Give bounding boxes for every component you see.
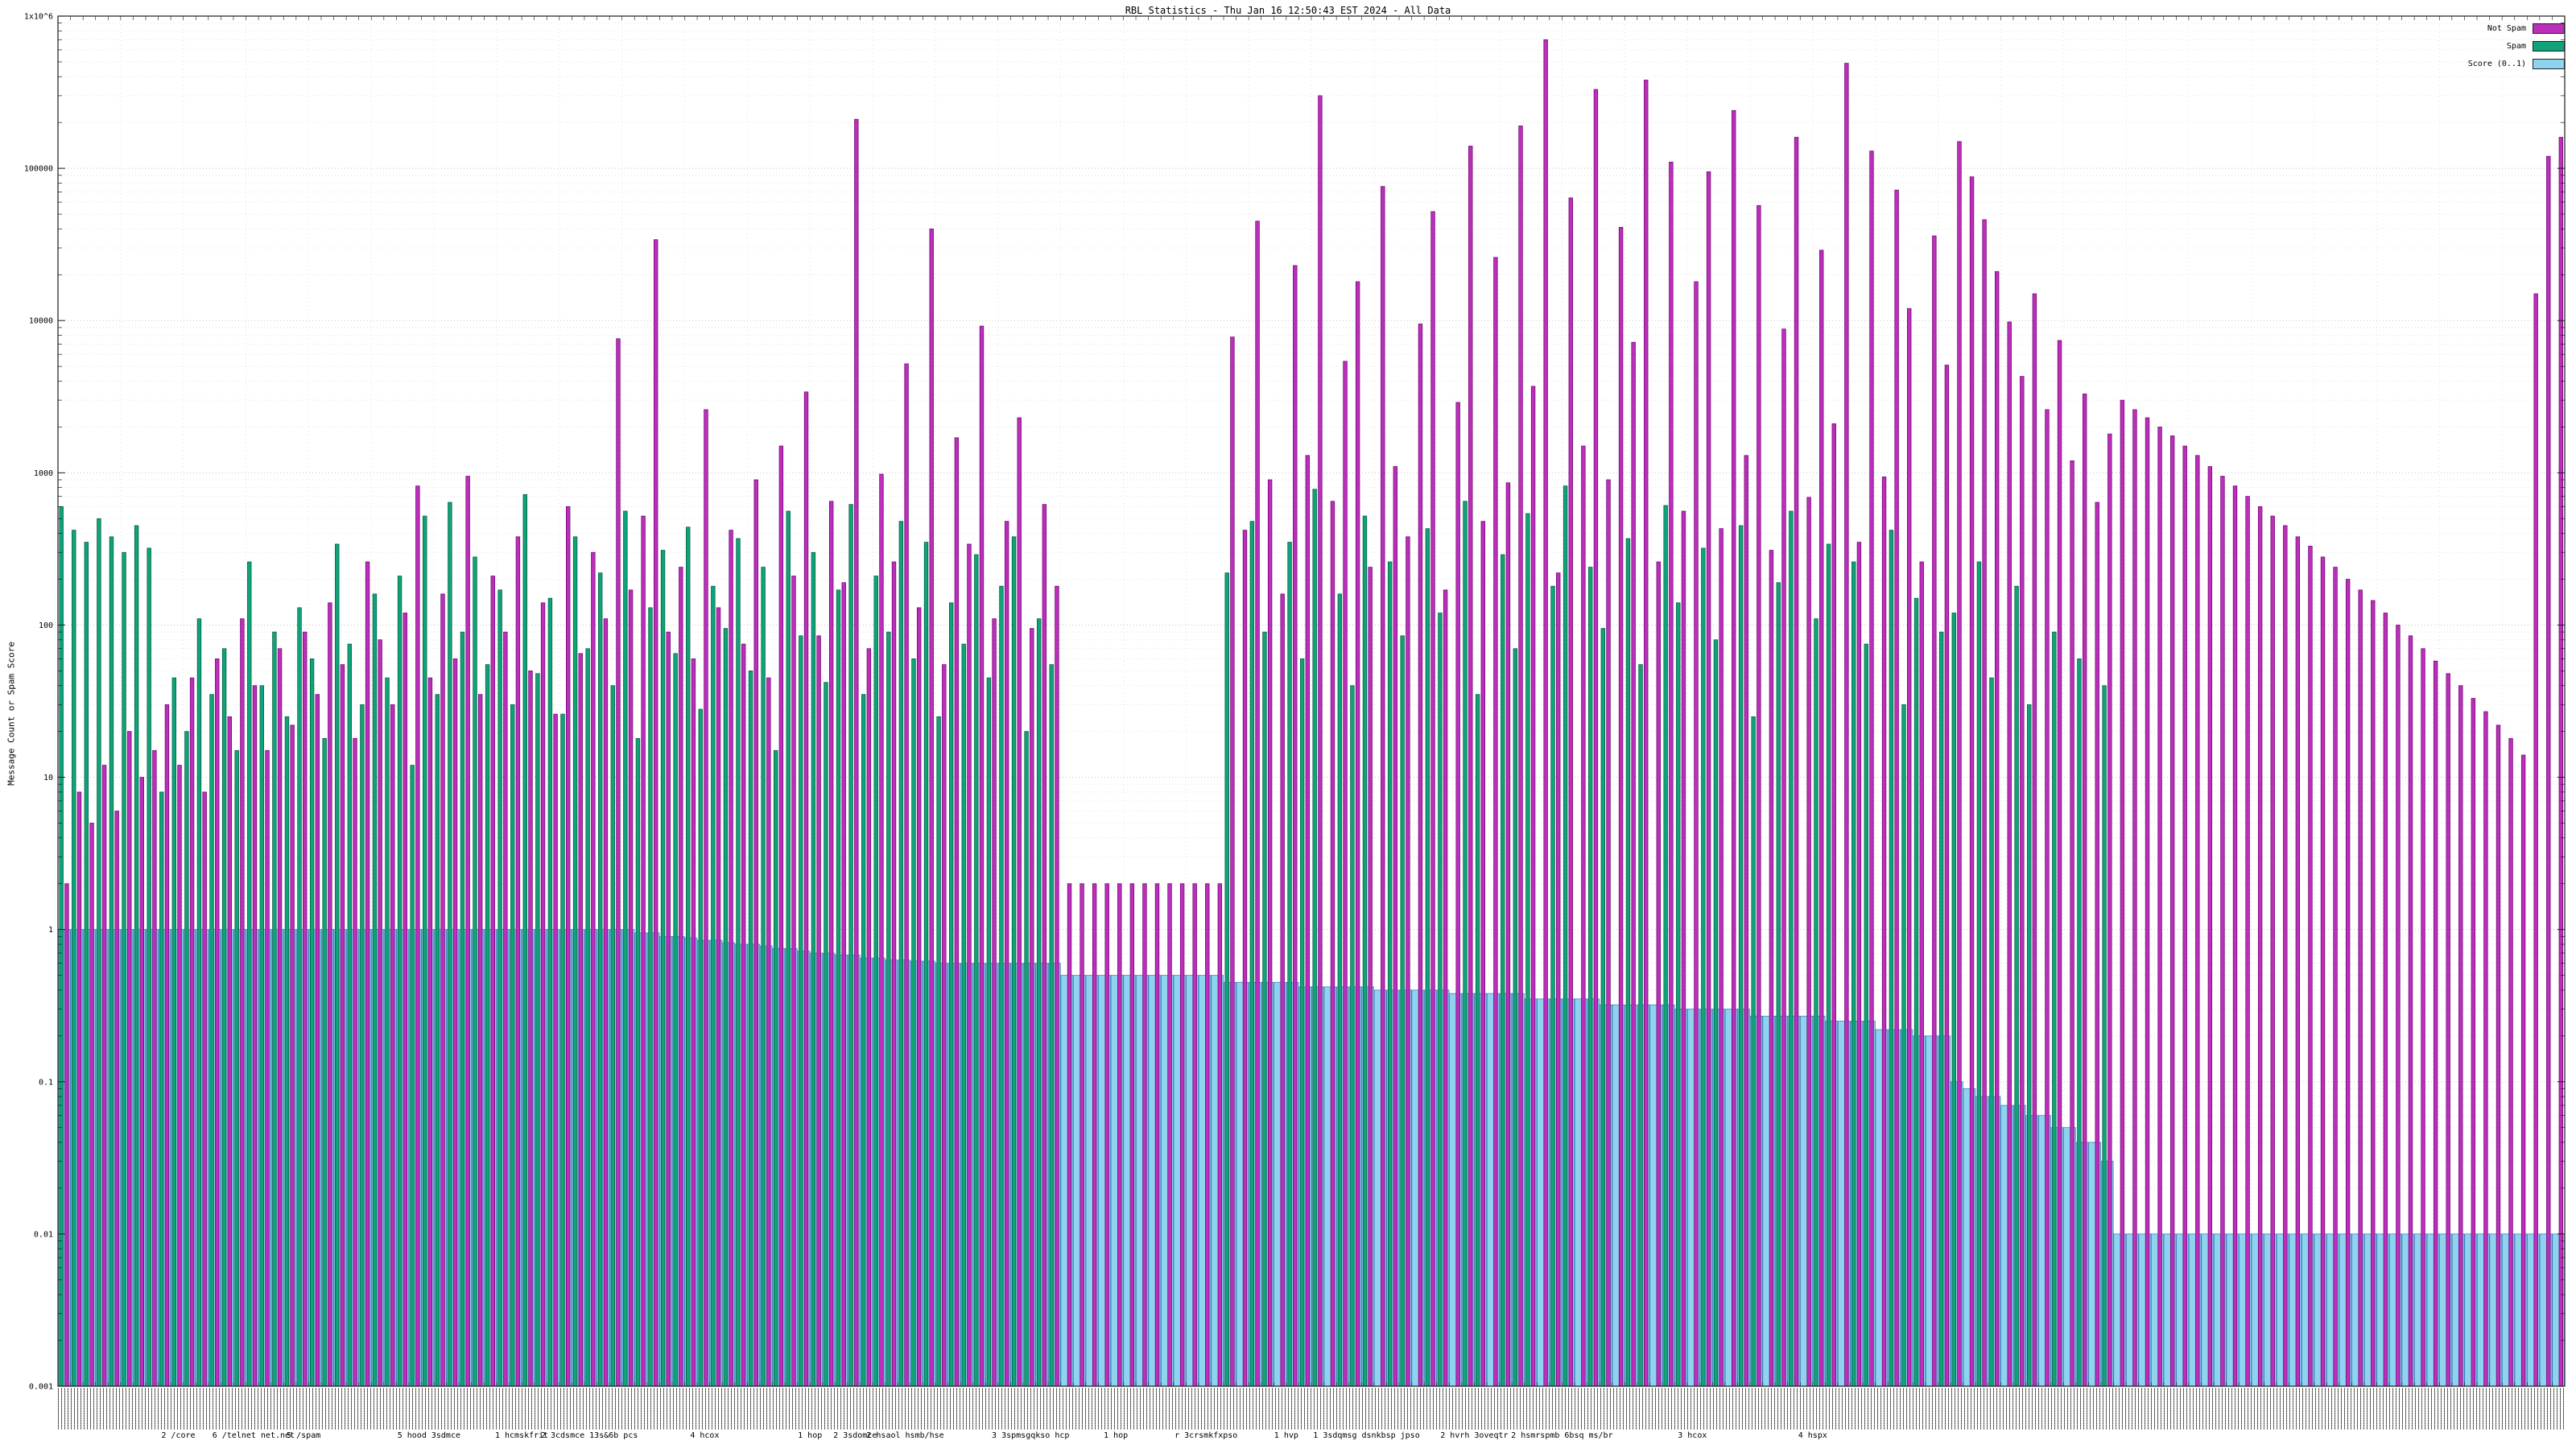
legend-label: Not Spam	[2487, 23, 2526, 33]
x-axis-tick-labels	[58, 1388, 2565, 1430]
x-group-caption: 2 hsaol hsmb/hse	[866, 1431, 944, 1440]
x-group-caption: 3 hcox	[1678, 1431, 1707, 1440]
svg-text:1x10^6: 1x10^6	[24, 13, 53, 22]
chart-title: RBL Statistics - Thu Jan 16 12:50:43 EST…	[1125, 5, 1451, 16]
x-group-caption: 2 3cdsmce 13s&6b pcs	[540, 1431, 638, 1440]
legend-item-1: Spam	[2468, 37, 2565, 55]
svg-text:1000: 1000	[34, 469, 53, 478]
svg-text:100000: 100000	[24, 165, 53, 174]
x-group-caption: 2 3sdomce	[833, 1431, 877, 1440]
legend-label: Spam	[2506, 41, 2526, 51]
x-group-caption: 1 3sdqmsg dsnkbsp jpso	[1313, 1431, 1420, 1440]
x-group-caption: 1 hop	[798, 1431, 823, 1440]
x-group-caption: 2 /core	[161, 1431, 196, 1440]
svg-text:0.001: 0.001	[29, 1383, 53, 1392]
legend-item-0: Not Spam	[2468, 19, 2565, 37]
svg-text:1: 1	[48, 926, 53, 935]
x-group-caption: 6 /telnet net.net	[212, 1431, 295, 1440]
svg-text:10000: 10000	[29, 317, 53, 326]
x-group-caption: 2 hvrh 3oveqtr	[1440, 1431, 1509, 1440]
x-group-caption: 4 hcox	[690, 1431, 720, 1440]
x-group-caption: 1 hop	[1104, 1431, 1129, 1440]
legend-item-2: Score (0..1)	[2468, 55, 2565, 72]
legend-swatch	[2533, 58, 2565, 69]
x-group-caption: 1 hvp	[1274, 1431, 1298, 1440]
svg-text:0.01: 0.01	[34, 1230, 53, 1239]
x-axis-group-captions: 2 /core 6 /telnet net.net 5 /spam 5 hood 3s…	[0, 1431, 2576, 1444]
x-group-caption: 4 hspx	[1798, 1431, 1827, 1440]
x-group-caption: 1 hcmskfrit	[494, 1431, 549, 1440]
x-group-caption: r 3crsmkfxpso	[1174, 1431, 1238, 1440]
x-group-caption: 3 3spmsgqkso hcp	[992, 1431, 1070, 1440]
legend: Not Spam Spam Score (0..1)	[2468, 19, 2565, 72]
legend-swatch	[2533, 23, 2565, 34]
x-group-caption: 5 /spam	[287, 1431, 321, 1440]
svg-text:10: 10	[43, 774, 53, 782]
legend-label: Score (0..1)	[2467, 59, 2526, 68]
legend-swatch	[2533, 40, 2565, 52]
svg-text:0.1: 0.1	[39, 1078, 53, 1087]
x-group-caption: 5 hood 3sdmce	[397, 1431, 460, 1440]
x-group-caption: 2 hsmrspmb 6bsq ms/br	[1511, 1431, 1613, 1440]
svg-text:100: 100	[39, 621, 53, 630]
